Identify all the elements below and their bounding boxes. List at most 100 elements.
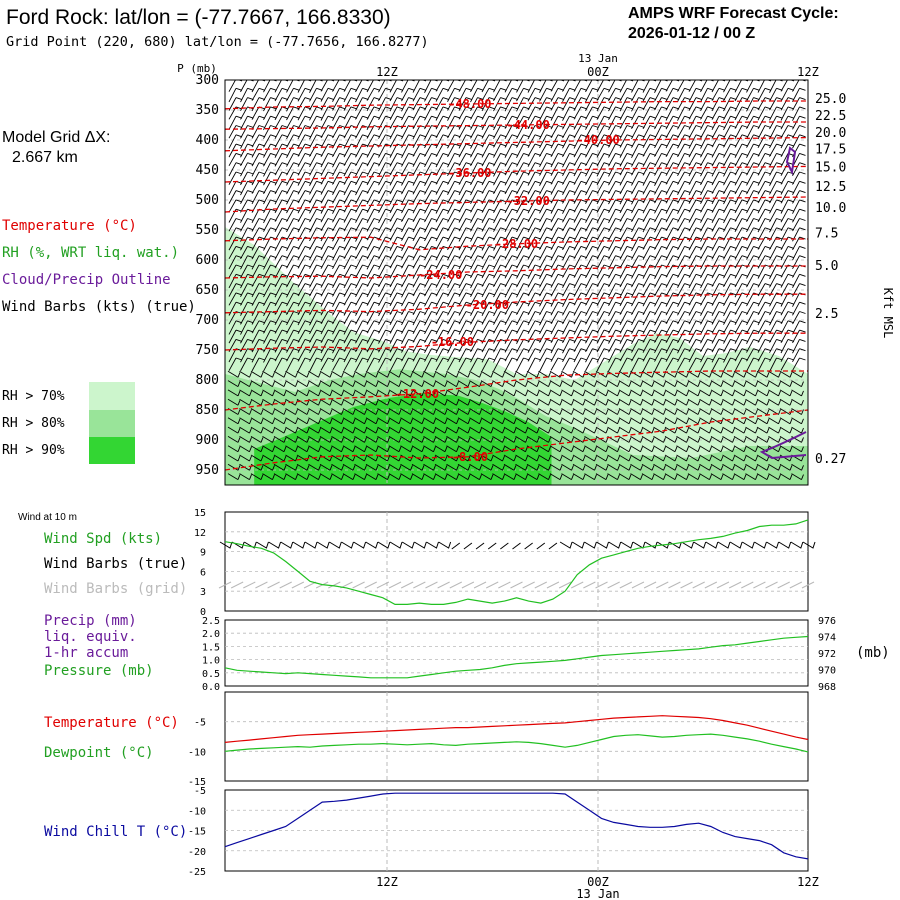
wind-barb — [286, 208, 300, 222]
wind-barb — [550, 311, 565, 325]
true-wind-barb — [681, 541, 695, 549]
precip-tick-label: 2.0 — [202, 629, 220, 640]
wind-barb — [710, 426, 724, 434]
wind-barb — [286, 180, 300, 195]
wind-barb — [493, 292, 507, 306]
wind-barb — [676, 370, 689, 378]
wind-barb — [296, 417, 310, 425]
wind-barb — [332, 190, 346, 204]
wind-barb — [527, 255, 542, 269]
wind-barb — [677, 171, 691, 185]
wind-barb — [572, 454, 586, 462]
wind-barb — [757, 357, 772, 372]
wind-barb — [446, 380, 459, 387]
wind-barb — [550, 190, 565, 204]
wind-barb — [343, 171, 358, 185]
wind-barb — [596, 245, 611, 260]
wind-barb — [240, 80, 254, 93]
wind-barb — [378, 273, 392, 288]
wind-barb — [470, 80, 484, 93]
wind-barb — [573, 311, 588, 325]
wind-barb — [539, 97, 553, 111]
wind-barb — [319, 417, 333, 425]
wind-barb — [745, 445, 758, 453]
wind-barb — [320, 80, 335, 92]
wind-barb — [228, 357, 243, 371]
wind-barb — [412, 162, 427, 176]
pressure-tick-label: 600 — [196, 253, 219, 268]
grid-wind-barb — [619, 581, 633, 589]
wind-barb — [746, 357, 760, 372]
wind-barb — [711, 227, 726, 241]
wind-barb — [435, 264, 450, 278]
wind-barb — [296, 436, 310, 443]
wind-barb — [677, 357, 691, 371]
wind-barb — [274, 87, 289, 102]
wind-barb — [492, 445, 505, 453]
wind-barb — [631, 357, 645, 372]
true-wind-barb — [463, 542, 473, 550]
wind-barb — [228, 329, 243, 344]
wind-barb — [769, 162, 783, 176]
wind-barb — [354, 417, 367, 425]
wind-barb — [389, 357, 404, 372]
wind-barb — [677, 283, 691, 297]
wind-barb — [688, 245, 703, 260]
wind-barb — [699, 408, 712, 415]
wind-barb — [412, 236, 427, 250]
wind-barb — [319, 380, 333, 387]
wind-barb — [549, 454, 563, 462]
wind-barb — [342, 445, 356, 453]
wind-barb — [296, 445, 310, 453]
wind-barb — [757, 348, 772, 362]
wind-barb — [595, 398, 609, 406]
wind-barb — [319, 370, 333, 378]
wind-barb — [642, 283, 657, 297]
wind-barb — [526, 426, 540, 434]
isotherm-line — [225, 236, 808, 251]
wind-barb — [722, 445, 735, 453]
wind-barb — [539, 143, 553, 157]
bottom-time-label-3: 12Z — [797, 875, 819, 889]
wind-barb — [630, 389, 643, 397]
wind-barb — [493, 273, 507, 288]
wind-barb — [792, 218, 806, 232]
wind-barb — [228, 87, 243, 103]
wind-barb — [596, 338, 611, 353]
wind-barb — [585, 338, 599, 353]
wind-barb — [355, 199, 369, 213]
wind-barb — [332, 357, 346, 371]
wind-barb — [539, 357, 553, 372]
wind-barb — [389, 134, 404, 148]
grid-wind-barb — [461, 581, 475, 589]
wind-barb — [309, 97, 323, 111]
height-tick-label: 0.27 — [815, 452, 846, 467]
wind-barb — [342, 463, 356, 471]
panel-frame — [224, 511, 809, 612]
wind-barb — [378, 245, 392, 260]
wind-barb — [710, 454, 724, 462]
wind-barb — [263, 227, 277, 241]
panel-frame — [224, 619, 809, 687]
wind-barb — [457, 426, 471, 434]
wind-barb — [549, 445, 563, 453]
wind-barb — [423, 417, 436, 425]
wind-barb — [516, 208, 530, 222]
isotherm-line — [225, 265, 808, 279]
wind-barb — [504, 357, 519, 372]
wind-barb — [332, 283, 346, 297]
wind-barb — [665, 283, 680, 297]
wind-barb — [608, 273, 622, 288]
wind-barb — [769, 97, 783, 111]
wind-barb — [251, 273, 266, 287]
wind-barb — [677, 125, 691, 139]
wind-barb — [631, 87, 645, 102]
wind-barb — [722, 408, 735, 415]
wind-barb — [515, 417, 528, 425]
wind-barb — [447, 143, 461, 158]
wind-barb — [699, 463, 712, 471]
grid-wind-barb — [218, 581, 232, 589]
wind-barb — [239, 426, 252, 434]
wind-barb — [746, 348, 760, 362]
wind-barb — [332, 97, 346, 111]
